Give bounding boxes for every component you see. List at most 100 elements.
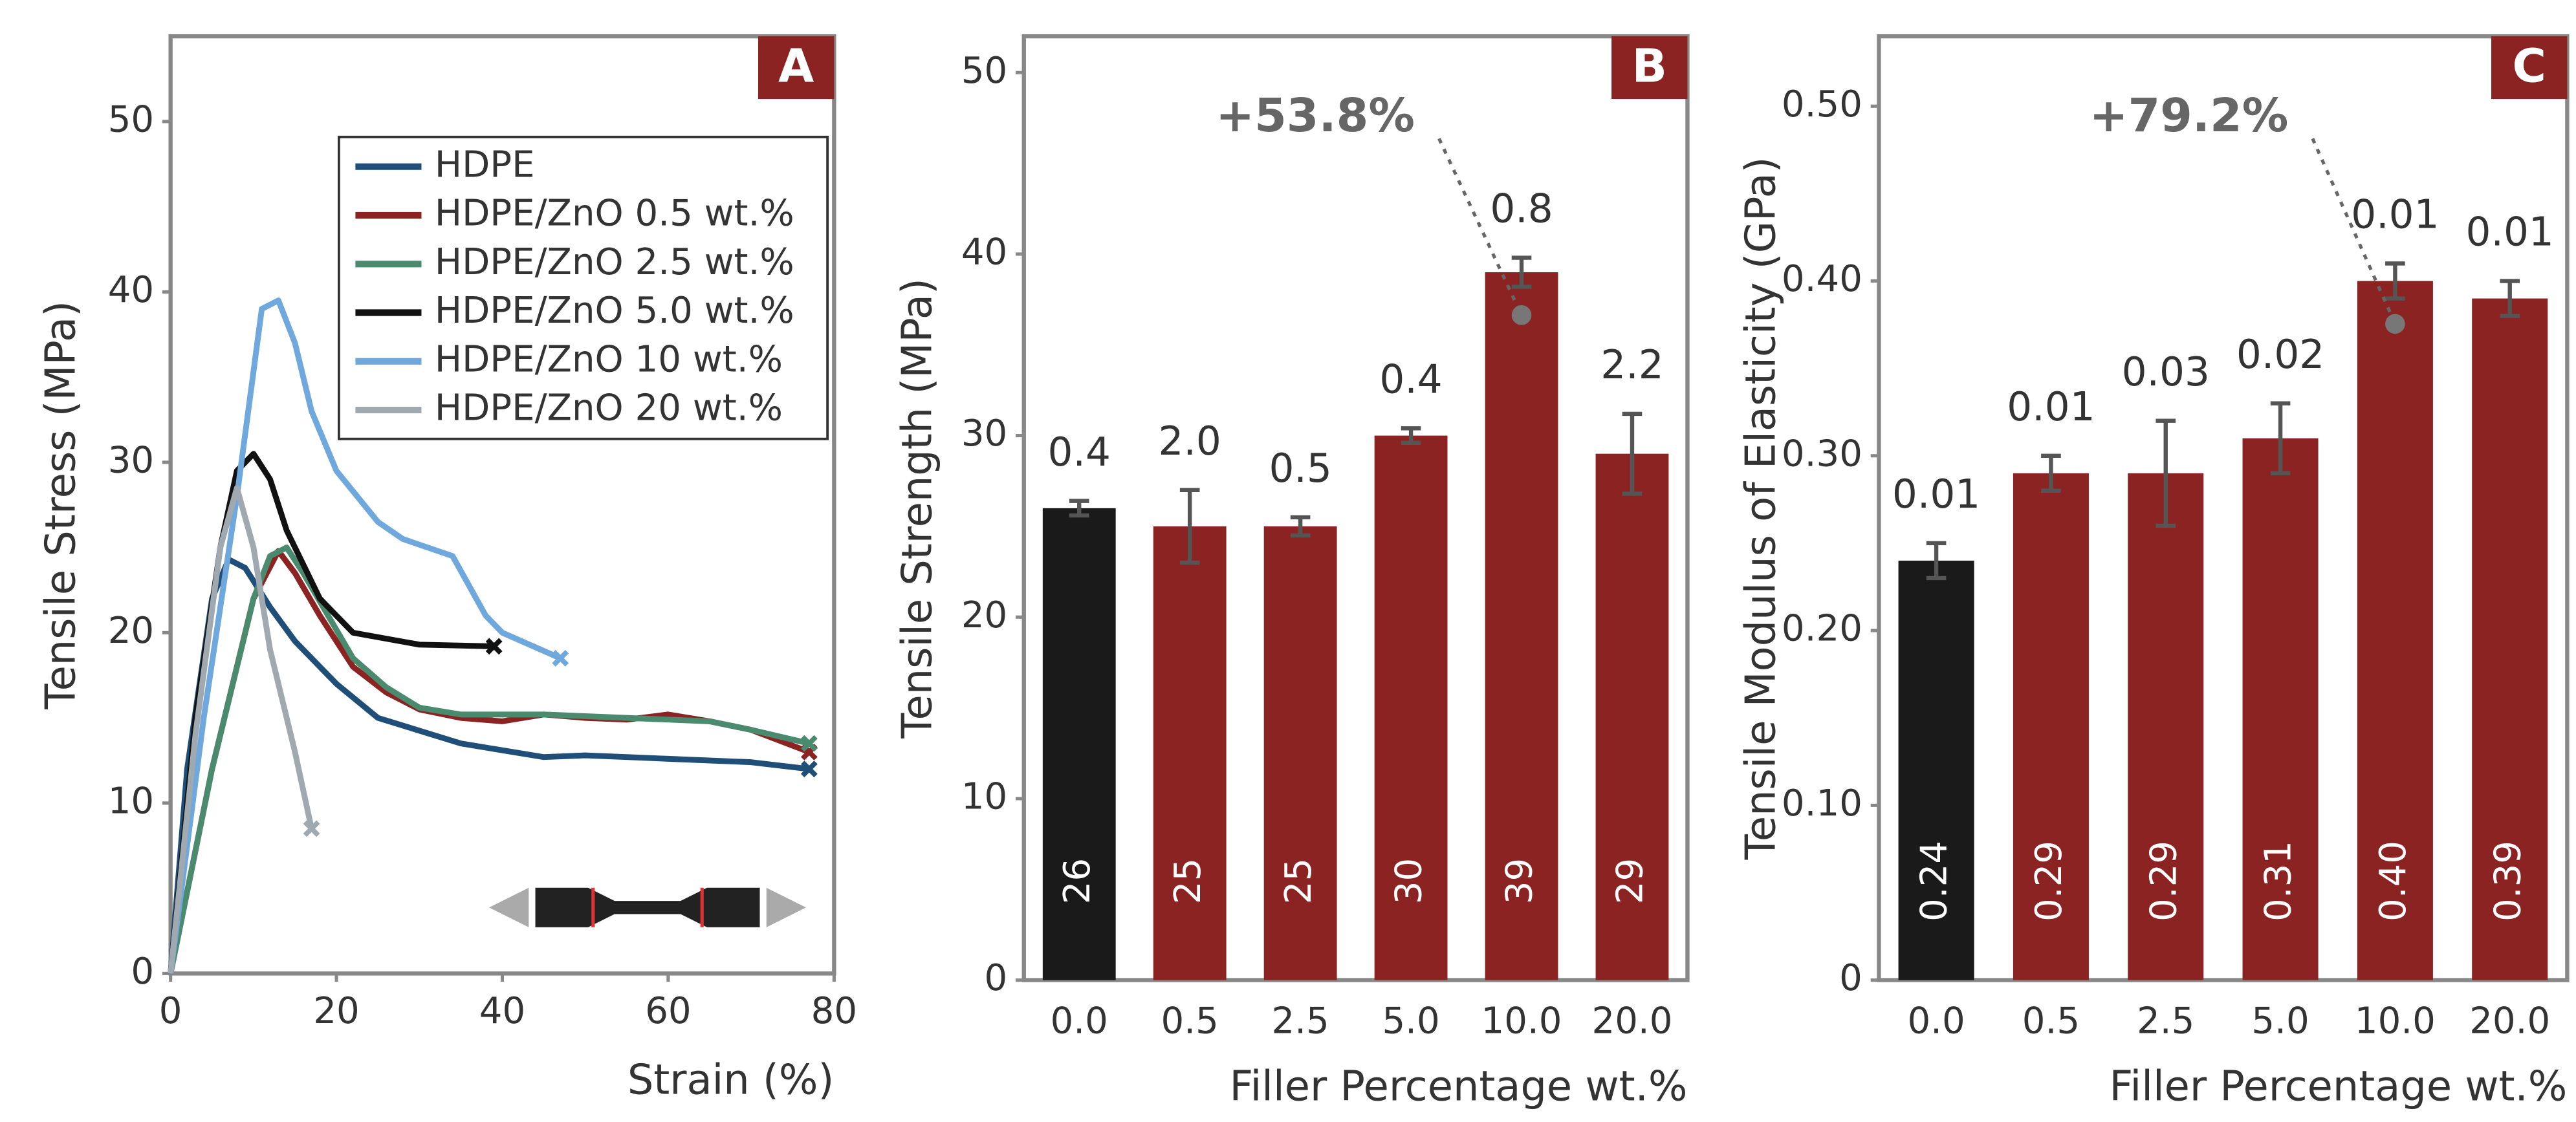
x-tick-label: 0 <box>159 990 182 1032</box>
data-line <box>168 297 562 974</box>
y-tick-label: 20 <box>961 594 1007 636</box>
y-axis-label: Tensile Stress (MPa) <box>37 301 85 710</box>
x-tick-label: 20 <box>313 990 359 1032</box>
error-bar <box>1511 255 1532 289</box>
panel-label: A <box>778 39 814 93</box>
x-axis-label: Filler Percentage wt.% <box>1230 1063 1688 1111</box>
x-axis-label: Filler Percentage wt.% <box>2109 1063 2567 1111</box>
value-label: 0.39 <box>2487 841 2529 922</box>
error-label: 0.01 <box>2007 384 2095 430</box>
error-bar <box>1401 426 1421 446</box>
y-tick-label: 0 <box>985 957 1008 999</box>
end-marker <box>800 761 818 778</box>
value-label: 0.40 <box>2372 841 2414 922</box>
y-tick-label: 50 <box>961 50 1007 92</box>
end-marker <box>552 649 569 667</box>
y-tick-label: 30 <box>108 440 154 482</box>
annotation-leader <box>1437 138 1523 316</box>
error-label: 0.03 <box>2122 349 2210 395</box>
x-tick-label: 0.0 <box>1907 1000 1965 1042</box>
value-label: 0.24 <box>1914 841 1956 922</box>
bar <box>1485 272 1558 980</box>
bar <box>1898 560 1974 980</box>
value-label: 25 <box>1278 858 1320 904</box>
bar <box>1042 508 1116 980</box>
error-bar <box>1622 411 1643 496</box>
error-bar <box>2156 418 2176 528</box>
annotation: +79.2% <box>2090 89 2289 142</box>
panel-label-box <box>2491 36 2568 100</box>
x-tick-label: 0.5 <box>2022 1000 2080 1042</box>
bar <box>2472 298 2548 980</box>
end-marker <box>303 820 320 837</box>
error-bar <box>2500 279 2520 318</box>
y-tick-label: 0.20 <box>1782 608 1862 650</box>
x-tick-label: 20.0 <box>1591 1000 1672 1042</box>
y-tick-label: 50 <box>108 99 154 141</box>
error-label: 0.01 <box>2351 192 2439 238</box>
panel-label-box <box>758 36 835 100</box>
error-bar <box>1069 499 1089 518</box>
end-marker <box>485 638 503 655</box>
value-label: 29 <box>1610 858 1652 904</box>
x-tick-label: 20.0 <box>2469 1000 2550 1042</box>
bar <box>1595 453 1669 980</box>
y-tick-label: 0 <box>1839 957 1862 999</box>
legend-box <box>337 135 829 440</box>
x-tick-label: 0.5 <box>1161 1000 1219 1042</box>
error-bar <box>2385 261 2405 301</box>
y-tick-label: 0.10 <box>1782 782 1862 825</box>
value-label: 30 <box>1388 858 1430 904</box>
x-tick-label: 80 <box>811 990 857 1032</box>
bar <box>1153 526 1227 980</box>
x-tick-label: 60 <box>645 990 691 1032</box>
legend-label: HDPE/ZnO 2.5 wt.% <box>435 241 794 283</box>
legend-label: HDPE <box>435 144 535 186</box>
error-bar <box>2270 401 2291 475</box>
x-tick-label: 2.5 <box>2137 1000 2194 1042</box>
value-label: 26 <box>1056 858 1098 904</box>
error-label: 0.5 <box>1269 446 1331 491</box>
end-marker <box>800 735 818 752</box>
error-label: 2.0 <box>1159 418 1221 464</box>
bar <box>1263 526 1337 980</box>
x-axis-label: Strain (%) <box>628 1056 835 1104</box>
y-tick-label: 0.40 <box>1782 258 1862 300</box>
error-label: 0.8 <box>1490 186 1553 232</box>
data-line <box>168 484 314 974</box>
y-tick-label: 0 <box>131 951 154 993</box>
bar <box>2013 473 2089 980</box>
x-tick-label: 5.0 <box>2251 1000 2309 1042</box>
error-label: 0.01 <box>1892 471 1980 517</box>
panel-label: B <box>1632 39 1667 93</box>
y-tick-label: 10 <box>961 776 1007 818</box>
error-bar <box>1179 488 1200 565</box>
value-label: 39 <box>1499 858 1541 904</box>
specimen-icon <box>489 887 806 927</box>
bar <box>2242 438 2319 980</box>
value-label: 0.29 <box>2143 841 2185 922</box>
error-bar <box>2041 453 2061 493</box>
bar <box>1374 435 1448 980</box>
y-tick-label: 40 <box>108 269 154 311</box>
legend-label: HDPE/ZnO 0.5 wt.% <box>435 193 794 235</box>
legend-label: HDPE/ZnO 5.0 wt.% <box>435 290 794 332</box>
legend-label: HDPE/ZnO 20 wt.% <box>435 387 783 429</box>
y-tick-label: 40 <box>961 232 1007 274</box>
x-tick-label: 0.0 <box>1051 1000 1108 1042</box>
error-label: 0.01 <box>2466 210 2554 255</box>
annotation-dot <box>2385 314 2405 334</box>
plot-frame <box>1877 34 2570 982</box>
error-bar <box>1926 541 1947 581</box>
annotation: +53.8% <box>1216 89 1415 142</box>
y-tick-label: 0.30 <box>1782 433 1862 475</box>
x-tick-label: 2.5 <box>1272 1000 1329 1042</box>
annotation-dot <box>1511 305 1532 325</box>
bar <box>2357 281 2433 980</box>
error-label: 0.4 <box>1379 357 1442 403</box>
y-tick-label: 10 <box>108 780 154 822</box>
y-axis-label: Tensile Strength (MPa) <box>894 278 942 739</box>
x-tick-label: 40 <box>479 990 525 1032</box>
value-label: 0.29 <box>2028 841 2070 922</box>
